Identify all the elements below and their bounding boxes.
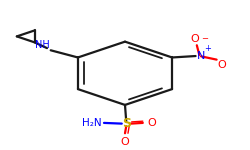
Text: S: S [122, 117, 131, 130]
Text: −: − [201, 34, 208, 43]
Text: N: N [197, 51, 205, 61]
Text: +: + [204, 44, 211, 53]
Text: O: O [218, 60, 226, 70]
Text: O: O [120, 137, 130, 147]
Text: NH: NH [35, 40, 50, 50]
Text: O: O [148, 118, 156, 128]
Text: O: O [190, 34, 199, 44]
Text: H₂N: H₂N [82, 118, 102, 128]
